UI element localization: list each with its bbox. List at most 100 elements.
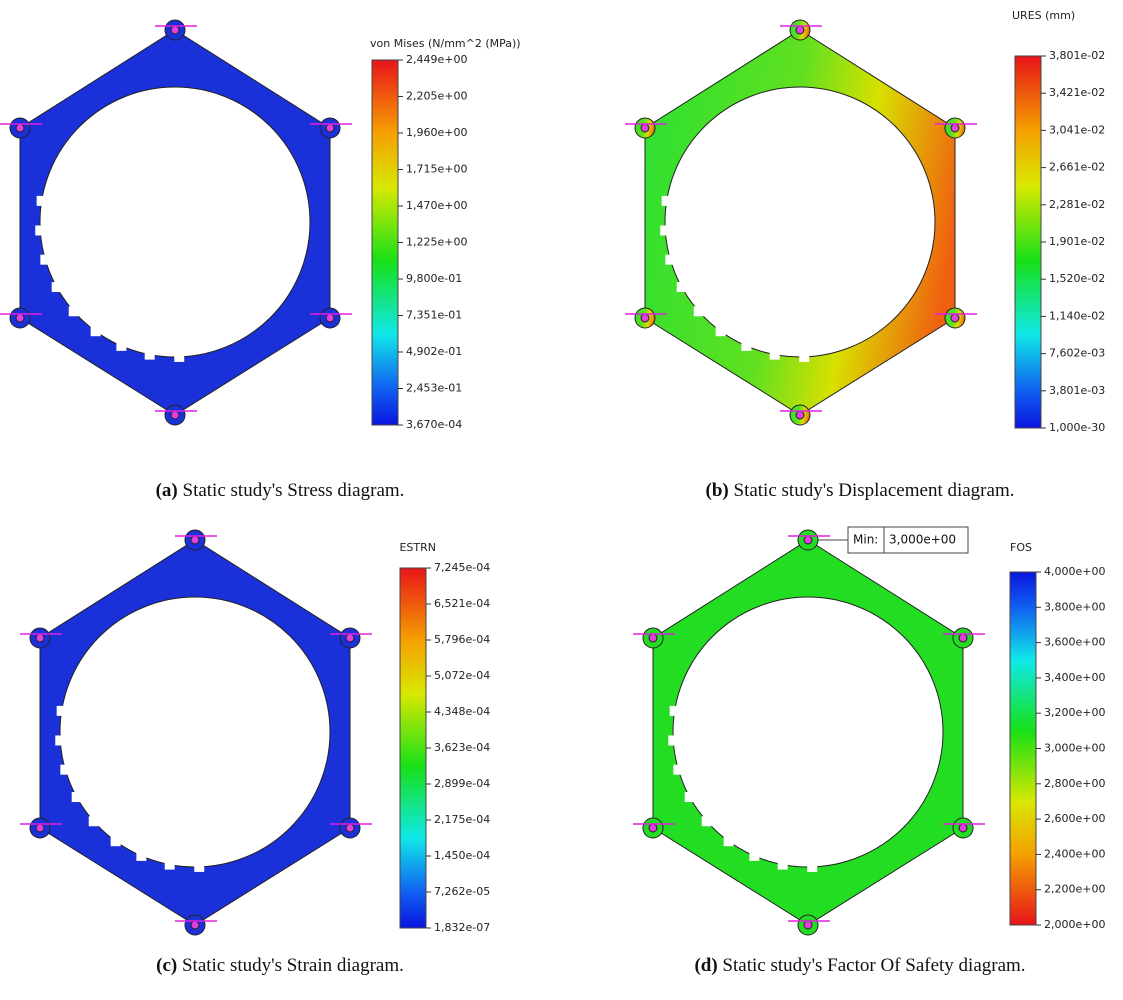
caption-label: (a) — [156, 480, 178, 501]
tick-label: 2,899e-04 — [434, 777, 490, 790]
gear-tooth — [741, 341, 751, 351]
caption: (d) Static study's Factor Of Safety diag… — [694, 955, 1025, 976]
tick-label: 3,000e+00 — [1044, 742, 1105, 755]
color-bar — [400, 568, 426, 928]
tick-label: 1,520e-02 — [1049, 272, 1105, 285]
caption: (b) Static study's Displacement diagram. — [706, 480, 1015, 501]
legend-title: FOS — [1010, 541, 1032, 554]
tick-label: 3,800e+00 — [1044, 600, 1105, 613]
color-bar — [1010, 572, 1036, 925]
gear-tooth — [91, 326, 101, 336]
tick-label: 2,449e+00 — [406, 53, 467, 66]
lug-hole — [346, 634, 354, 642]
gear-tooth — [716, 326, 726, 336]
tick-label: 2,000e+00 — [1044, 918, 1105, 931]
gear-tooth — [111, 836, 121, 846]
tick-label: 4,348e-04 — [434, 705, 490, 718]
tick-label: 3,801e-02 — [1049, 49, 1105, 62]
gear-tooth — [55, 735, 65, 745]
legend-title: von Mises (N/mm^2 (MPa)) — [370, 37, 521, 50]
caption-text: Static study's Factor Of Safety diagram. — [722, 955, 1025, 976]
gear-tooth — [799, 352, 809, 362]
lug-hole — [641, 124, 649, 132]
gear-tooth — [670, 706, 680, 716]
gear-tooth — [37, 196, 47, 206]
gear-tooth — [35, 225, 45, 235]
gear-tooth — [694, 306, 704, 316]
gear-tooth — [174, 352, 184, 362]
caption: (c) Static study's Strain diagram. — [156, 955, 404, 976]
tick-label: 1,000e-30 — [1049, 421, 1105, 434]
tick-label: 7,602e-03 — [1049, 347, 1105, 360]
color-bar — [1015, 56, 1041, 428]
gear-tooth — [807, 862, 817, 872]
gear-tooth — [770, 350, 780, 360]
lug-hole — [649, 824, 657, 832]
lug-hole — [804, 536, 812, 544]
tick-label: 3,623e-04 — [434, 741, 490, 754]
lug-hole — [796, 411, 804, 419]
gear-tooth — [89, 816, 99, 826]
tick-label: 2,205e+00 — [406, 90, 467, 103]
tick-label: 1,832e-07 — [434, 921, 490, 934]
gear-tooth — [685, 792, 695, 802]
gear-tooth — [69, 306, 79, 316]
lug-hole — [171, 26, 179, 34]
lug-hole — [36, 824, 44, 832]
tick-label: 5,796e-04 — [434, 633, 490, 646]
tick-label: 7,262e-05 — [434, 885, 490, 898]
tick-label: 2,800e+00 — [1044, 777, 1105, 790]
lug-hole — [804, 921, 812, 929]
lug-hole — [16, 124, 24, 132]
tick-label: 3,600e+00 — [1044, 636, 1105, 649]
color-bar — [372, 60, 398, 425]
tick-label: 7,245e-04 — [434, 561, 490, 574]
tick-label: 2,661e-02 — [1049, 161, 1105, 174]
tick-label: 3,670e-04 — [406, 418, 462, 431]
gear-tooth — [136, 851, 146, 861]
panel — [625, 20, 977, 425]
lug-hole — [171, 411, 179, 419]
tick-label: 1,470e+00 — [406, 199, 467, 212]
tick-label: 1,960e+00 — [406, 126, 467, 139]
panel — [0, 20, 352, 425]
gear-tooth — [72, 792, 82, 802]
gear-tooth — [40, 255, 50, 265]
figure: 2,449e+00 2,205e+00 1,960e+00 1,715e+00 1,47… — [0, 0, 1123, 1000]
legend-title: URES (mm) — [1012, 9, 1075, 22]
panel — [633, 530, 985, 935]
annotation-value: 3,000e+00 — [889, 533, 956, 547]
gear-tooth — [145, 350, 155, 360]
panel — [20, 530, 372, 935]
tick-label: 7,351e-01 — [406, 309, 462, 322]
lug-hole — [16, 314, 24, 322]
caption: (a) Static study's Stress diagram. — [156, 480, 405, 501]
lug-hole — [641, 314, 649, 322]
gear-tooth — [60, 765, 70, 775]
gear-tooth — [665, 255, 675, 265]
legend-title: ESTRN — [399, 541, 436, 554]
tick-label: 2,600e+00 — [1044, 812, 1105, 825]
lug-hole — [191, 921, 199, 929]
caption-label: (b) — [706, 480, 729, 501]
lug-hole — [649, 634, 657, 642]
tick-label: 4,902e-01 — [406, 345, 462, 358]
tick-label: 1,140e-02 — [1049, 309, 1105, 322]
gear-tooth — [668, 735, 678, 745]
lug-hole — [951, 124, 959, 132]
lug-hole — [951, 314, 959, 322]
lug-hole — [796, 26, 804, 34]
caption-text: Static study's Displacement diagram. — [734, 480, 1015, 501]
gear-tooth — [778, 860, 788, 870]
tick-label: 1,225e+00 — [406, 236, 467, 249]
gear-tooth — [165, 860, 175, 870]
tick-label: 2,400e+00 — [1044, 847, 1105, 860]
tick-label: 3,421e-02 — [1049, 86, 1105, 99]
caption-text: Static study's Strain diagram. — [182, 955, 404, 976]
gear-tooth — [116, 341, 126, 351]
tick-label: 4,000e+00 — [1044, 565, 1105, 578]
lug-hole — [959, 634, 967, 642]
tick-label: 9,800e-01 — [406, 272, 462, 285]
tick-label: 1,715e+00 — [406, 163, 467, 176]
lug-hole — [36, 634, 44, 642]
